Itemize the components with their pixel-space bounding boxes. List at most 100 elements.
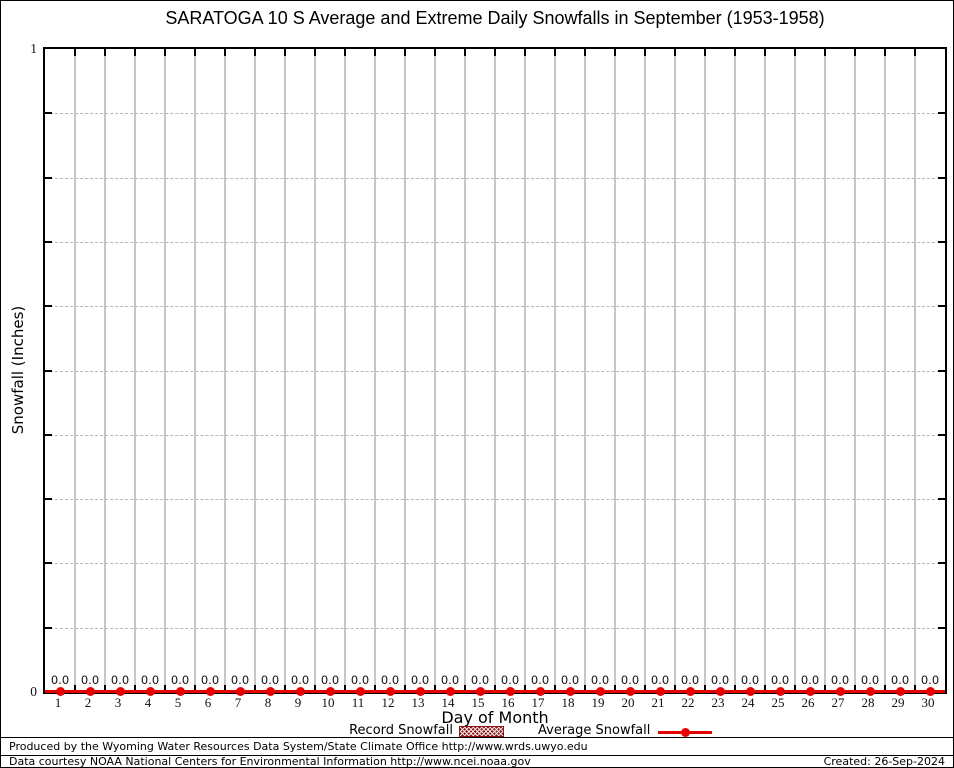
average-snowfall-marker xyxy=(745,687,755,696)
value-label: 0.0 xyxy=(650,673,670,687)
x-tick-label: 15 xyxy=(471,695,485,710)
value-label: 0.0 xyxy=(920,673,940,687)
x-tick-label: 10 xyxy=(321,695,335,710)
y-minor-tick-right xyxy=(938,369,945,372)
y-minor-tick-left xyxy=(45,562,52,565)
value-label: 0.0 xyxy=(50,673,70,687)
y-minor-tick-right xyxy=(938,562,945,565)
value-label: 0.0 xyxy=(230,673,250,687)
horizontal-gridline xyxy=(45,241,945,243)
average-snowfall-marker xyxy=(145,687,155,696)
x-minor-tick-bottom xyxy=(614,685,616,692)
horizontal-gridline xyxy=(45,113,945,115)
average-snowfall-marker xyxy=(55,687,65,696)
x-tick-label: 11 xyxy=(351,695,365,710)
value-label: 0.0 xyxy=(830,673,850,687)
x-tick-label: 23 xyxy=(711,695,725,710)
value-label: 0.0 xyxy=(290,673,310,687)
value-label: 0.0 xyxy=(500,673,520,687)
x-tick-label: 17 xyxy=(531,695,545,710)
x-tick-label: 24 xyxy=(741,695,755,710)
average-snowfall-marker xyxy=(895,687,905,696)
y-minor-tick-left xyxy=(45,305,52,308)
x-tick-label: 7 xyxy=(234,695,242,710)
average-snowfall-marker xyxy=(835,687,845,696)
x-minor-tick-top xyxy=(164,49,166,56)
average-snowfall-marker-icon xyxy=(681,728,690,737)
x-minor-tick-bottom xyxy=(464,685,466,692)
x-minor-tick-bottom xyxy=(224,685,226,692)
average-snowfall-marker xyxy=(535,687,545,696)
average-snowfall-marker xyxy=(925,687,935,696)
x-minor-tick-top xyxy=(404,49,406,56)
x-minor-tick-bottom xyxy=(734,685,736,692)
value-label: 0.0 xyxy=(320,673,340,687)
x-tick-label: 25 xyxy=(771,695,785,710)
y-minor-tick-left xyxy=(45,240,52,243)
record-snowfall-swatch-icon xyxy=(459,726,504,737)
value-label: 0.0 xyxy=(890,673,910,687)
horizontal-gridline xyxy=(45,499,945,501)
x-minor-tick-top xyxy=(734,49,736,56)
x-minor-tick-bottom xyxy=(104,685,106,692)
x-tick-label: 1 xyxy=(54,695,62,710)
x-minor-tick-top xyxy=(314,49,316,56)
x-tick-label: 2 xyxy=(84,695,92,710)
x-minor-tick-bottom xyxy=(854,685,856,692)
x-minor-tick-top xyxy=(344,49,346,56)
x-minor-tick-bottom xyxy=(194,685,196,692)
x-tick-label: 29 xyxy=(891,695,905,710)
value-label: 0.0 xyxy=(170,673,190,687)
y-minor-tick-left xyxy=(45,433,52,436)
x-minor-tick-top xyxy=(494,49,496,56)
x-tick-label: 16 xyxy=(501,695,515,710)
x-tick-label: 4 xyxy=(144,695,152,710)
x-tick-labels: 1 2 3 4 5 6 7 8 9 10 11 12 13 14 15 16 17 18 19 20 21 22 23 24 2… xyxy=(43,695,947,711)
footer: Produced by the Wyoming Water Resources … xyxy=(1,737,953,767)
average-snowfall-marker xyxy=(805,687,815,696)
x-minor-tick-top xyxy=(854,49,856,56)
horizontal-gridline xyxy=(45,563,945,565)
value-label: 0.0 xyxy=(860,673,880,687)
value-label: 0.0 xyxy=(140,673,160,687)
x-tick-label: 20 xyxy=(621,695,635,710)
average-snowfall-marker xyxy=(265,687,275,696)
value-label: 0.0 xyxy=(260,673,280,687)
value-label: 0.0 xyxy=(800,673,820,687)
x-minor-tick-bottom xyxy=(344,685,346,692)
y-tick-label-top: 1 xyxy=(30,41,37,56)
y-minor-tick-right xyxy=(938,112,945,115)
x-minor-tick-top xyxy=(644,49,646,56)
value-label: 0.0 xyxy=(440,673,460,687)
legend-average-label: Average Snowfall xyxy=(538,723,651,738)
x-minor-tick-top xyxy=(704,49,706,56)
x-minor-tick-bottom xyxy=(584,685,586,692)
x-minor-tick-top xyxy=(464,49,466,56)
average-snowfall-marker xyxy=(415,687,425,696)
y-tick-label-bottom: 0 xyxy=(30,684,37,699)
x-tick-label: 28 xyxy=(861,695,875,710)
value-label: 0.0 xyxy=(380,673,400,687)
x-minor-tick-top xyxy=(194,49,196,56)
x-minor-tick-bottom xyxy=(494,685,496,692)
value-label: 0.0 xyxy=(530,673,550,687)
y-minor-tick-right xyxy=(938,305,945,308)
x-minor-tick-bottom xyxy=(884,685,886,692)
x-tick-label: 6 xyxy=(204,695,212,710)
x-minor-tick-bottom xyxy=(914,685,916,692)
x-minor-tick-top xyxy=(284,49,286,56)
y-minor-tick-left xyxy=(45,369,52,372)
x-minor-tick-top xyxy=(104,49,106,56)
value-label: 0.0 xyxy=(710,673,730,687)
x-minor-tick-top xyxy=(884,49,886,56)
x-minor-tick-top xyxy=(584,49,586,56)
y-minor-tick-left xyxy=(45,176,52,179)
x-minor-tick-top xyxy=(914,49,916,56)
x-minor-tick-bottom xyxy=(314,685,316,692)
x-minor-tick-top xyxy=(674,49,676,56)
x-tick-label: 30 xyxy=(921,695,935,710)
x-tick-label: 12 xyxy=(381,695,395,710)
legend: Record Snowfall Average Snowfall xyxy=(1,723,953,739)
average-snowfall-marker xyxy=(505,687,515,696)
x-minor-tick-top xyxy=(524,49,526,56)
